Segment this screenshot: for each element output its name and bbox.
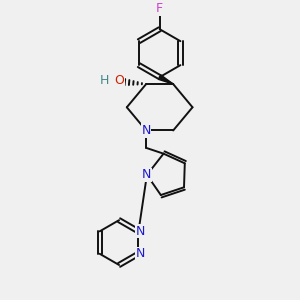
Polygon shape	[158, 75, 173, 84]
Text: O: O	[114, 74, 124, 87]
Text: N: N	[142, 168, 152, 182]
Text: N: N	[141, 124, 151, 137]
Text: F: F	[156, 2, 163, 15]
Text: H: H	[100, 74, 110, 87]
Text: N: N	[136, 225, 145, 238]
Text: N: N	[136, 247, 145, 260]
